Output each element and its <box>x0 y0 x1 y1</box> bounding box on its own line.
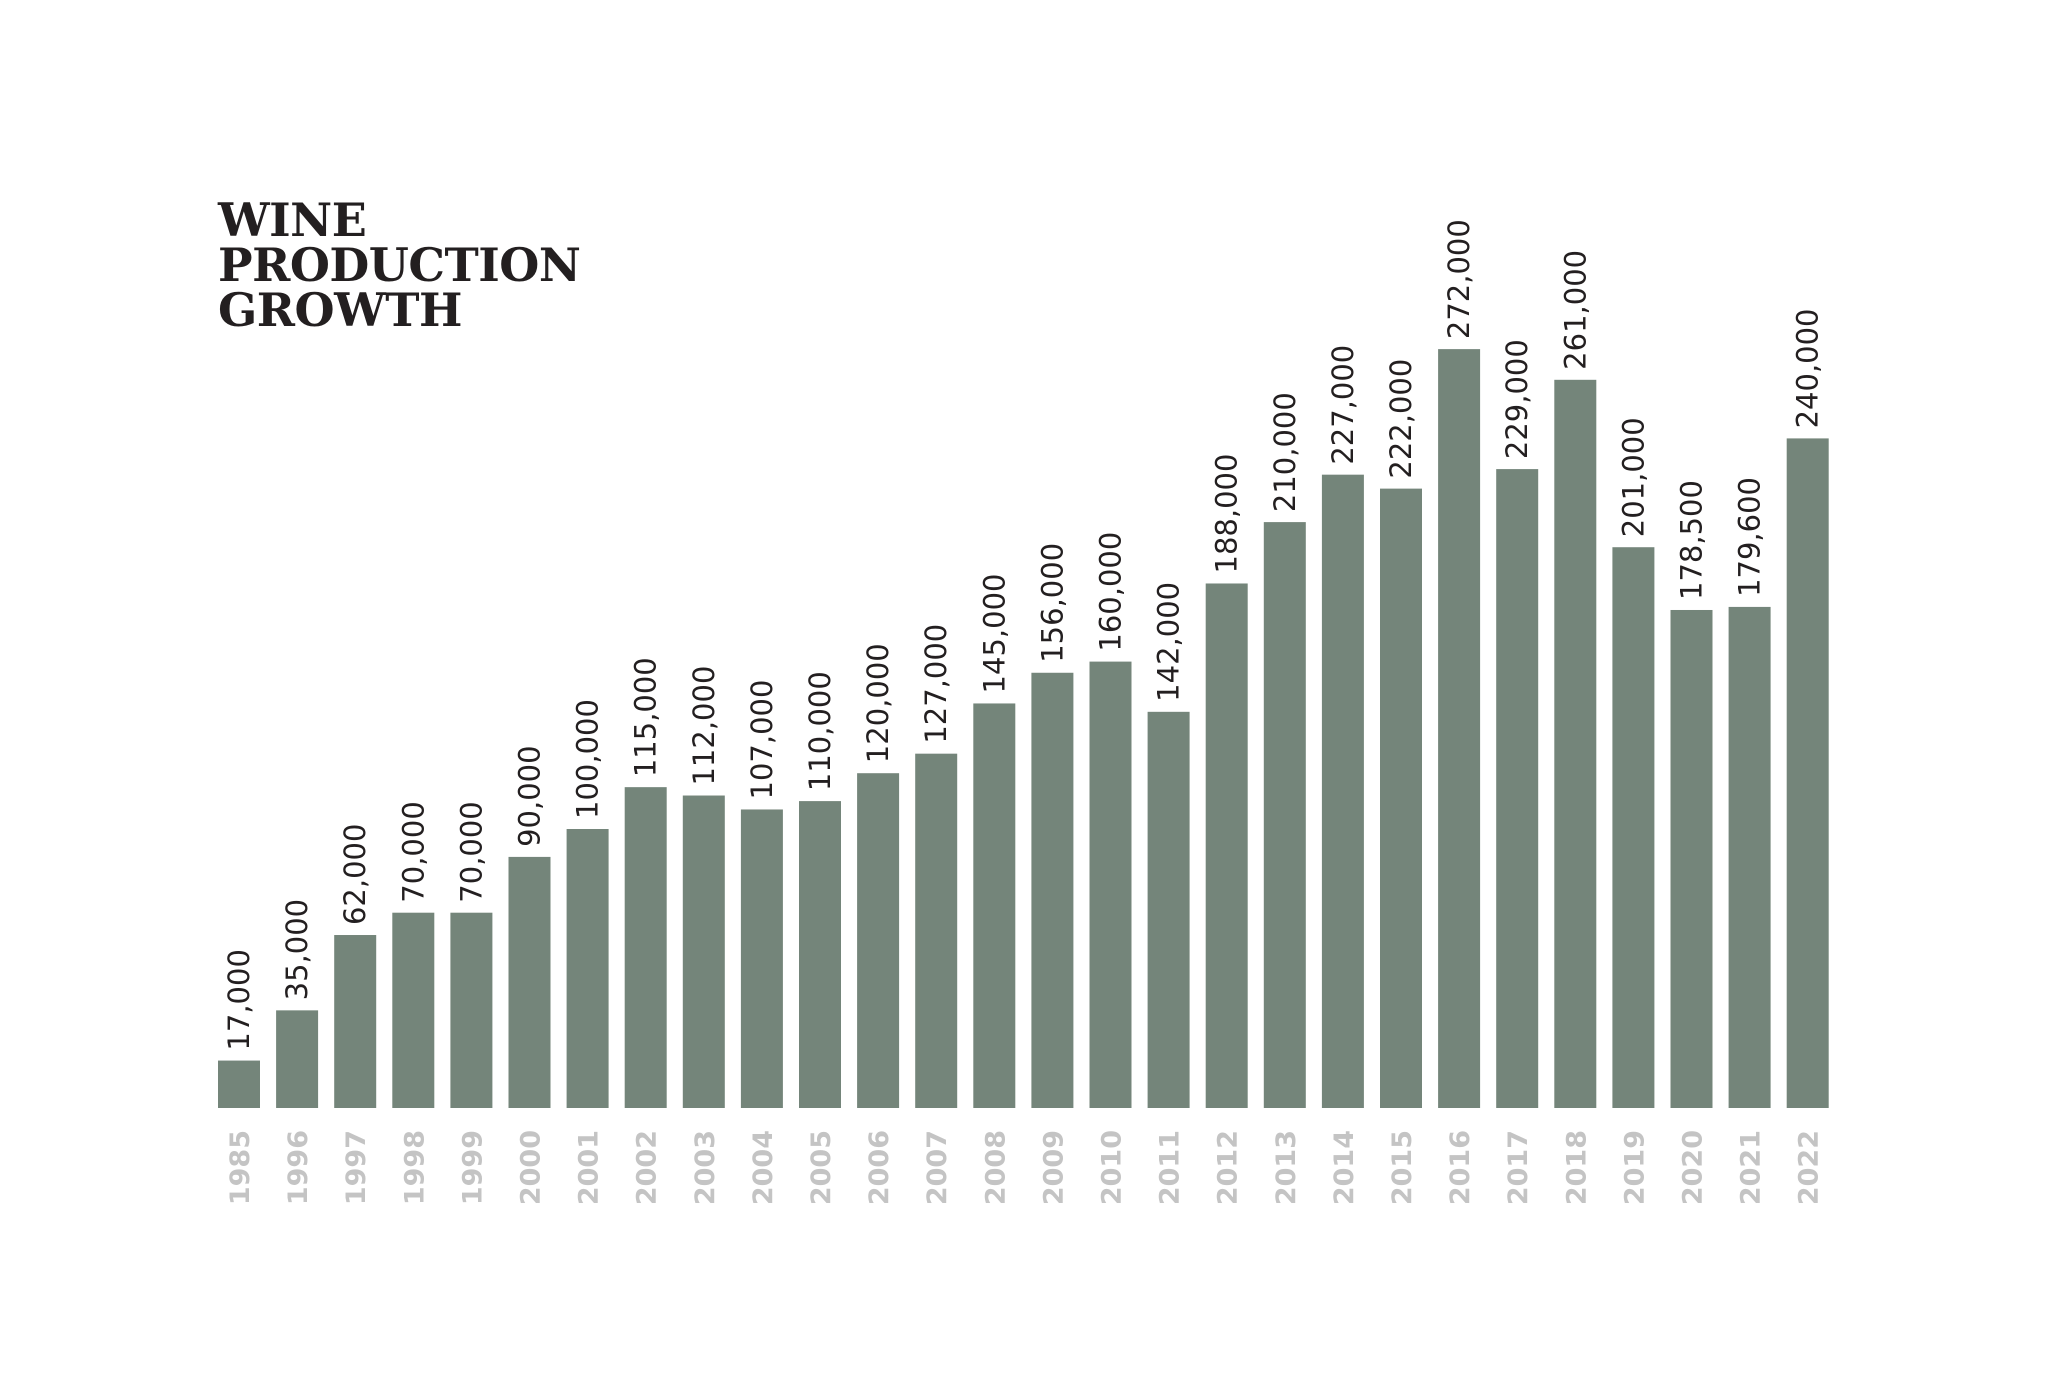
x-tick-label: 2000 <box>516 1130 547 1205</box>
x-tick-label: 2020 <box>1678 1130 1709 1205</box>
bar <box>1670 609 1713 1108</box>
x-tick-label: 2018 <box>1561 1130 1592 1205</box>
x-tick-label: 2022 <box>1794 1130 1825 1205</box>
bar <box>1438 349 1481 1108</box>
bar <box>1089 661 1132 1108</box>
value-label: 70,000 <box>396 801 430 902</box>
value-label: 222,000 <box>1384 359 1418 479</box>
x-tick-label: 1997 <box>341 1130 372 1205</box>
value-label: 160,000 <box>1094 532 1128 652</box>
value-label: 201,000 <box>1616 417 1650 537</box>
bar <box>1612 547 1655 1108</box>
x-tick-label: 2003 <box>690 1130 721 1205</box>
value-label: 100,000 <box>571 699 605 819</box>
value-label: 188,000 <box>1210 454 1244 574</box>
value-label: 240,000 <box>1791 308 1825 428</box>
value-label: 17,000 <box>222 949 256 1050</box>
bar <box>624 787 667 1108</box>
x-tick-label: 2010 <box>1097 1130 1128 1205</box>
bar <box>682 795 725 1108</box>
value-label: 261,000 <box>1558 250 1592 370</box>
bar <box>392 912 435 1108</box>
value-label: 112,000 <box>687 666 721 786</box>
bar <box>915 753 958 1108</box>
value-label: 90,000 <box>513 745 547 846</box>
x-tick-label: 2011 <box>1155 1130 1186 1205</box>
value-label: 127,000 <box>919 624 953 744</box>
chart-title: WINE PRODUCTION GROWTH <box>218 193 581 337</box>
value-label: 229,000 <box>1500 339 1534 459</box>
value-label: 156,000 <box>1035 543 1069 663</box>
value-label: 120,000 <box>861 643 895 763</box>
bar <box>1031 672 1074 1108</box>
bar <box>973 703 1016 1108</box>
bar <box>566 829 609 1108</box>
x-tick-label: 2019 <box>1619 1130 1650 1205</box>
x-tick-label: 2017 <box>1503 1130 1534 1205</box>
x-tick-label: 2006 <box>864 1130 895 1205</box>
value-label: 272,000 <box>1442 219 1476 339</box>
x-tick-label: 2012 <box>1213 1130 1244 1205</box>
x-tick-label: 2009 <box>1038 1130 1069 1205</box>
bar <box>740 809 783 1108</box>
value-label: 178,500 <box>1675 480 1709 600</box>
value-label: 210,000 <box>1268 392 1302 512</box>
x-tick-label: 2004 <box>748 1130 779 1205</box>
value-label: 142,000 <box>1152 582 1186 702</box>
bar <box>1496 469 1539 1109</box>
value-label: 227,000 <box>1326 345 1360 465</box>
bar <box>1786 438 1829 1108</box>
x-tick-label: 2015 <box>1387 1130 1418 1205</box>
bar <box>508 856 551 1108</box>
bar <box>334 935 377 1108</box>
bar <box>218 1060 260 1108</box>
x-tick-label: 2014 <box>1329 1130 1360 1205</box>
x-tick-label: 1985 <box>225 1130 256 1205</box>
x-tick-label: 2002 <box>632 1130 663 1205</box>
x-tick-label: 1996 <box>283 1130 314 1205</box>
x-tick-label: 2013 <box>1271 1130 1302 1205</box>
value-label: 179,600 <box>1733 477 1767 597</box>
value-label: 35,000 <box>280 899 314 1000</box>
value-label: 62,000 <box>338 824 372 925</box>
bar <box>1147 711 1190 1108</box>
bar <box>1205 583 1248 1108</box>
value-label: 70,000 <box>454 801 488 902</box>
bar <box>1380 488 1422 1108</box>
x-tick-label: 2016 <box>1445 1130 1476 1205</box>
x-tick-label: 2021 <box>1736 1130 1767 1205</box>
x-tick-label: 1998 <box>399 1130 430 1205</box>
bar <box>1728 606 1771 1108</box>
value-label: 145,000 <box>977 574 1011 694</box>
bar <box>857 773 900 1108</box>
bar <box>799 801 841 1108</box>
value-label: 110,000 <box>803 671 837 791</box>
x-tick-label: 2008 <box>980 1130 1011 1205</box>
bar <box>276 1010 319 1108</box>
bar <box>1321 474 1364 1108</box>
bar <box>1263 522 1306 1108</box>
bar <box>450 912 493 1108</box>
x-tick-label: 1999 <box>457 1130 488 1205</box>
value-label: 107,000 <box>745 680 779 800</box>
x-tick-label: 2001 <box>574 1130 605 1205</box>
x-tick-label: 2007 <box>922 1130 953 1205</box>
x-tick-label: 2005 <box>806 1130 837 1205</box>
bar <box>1554 379 1597 1108</box>
value-label: 115,000 <box>629 657 663 777</box>
